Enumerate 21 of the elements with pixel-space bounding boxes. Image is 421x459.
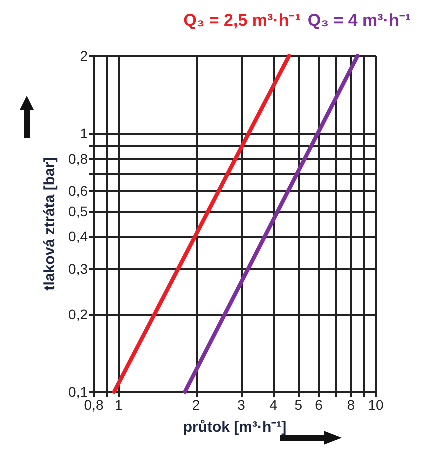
series-label: Q₃ = 2,5 m³·h⁻¹ bbox=[184, 11, 302, 30]
x-tick-label: 10 bbox=[368, 397, 384, 413]
x-tick-label: 3 bbox=[238, 397, 246, 413]
x-tick-label: 2 bbox=[192, 397, 200, 413]
y-tick-label: 0,1 bbox=[68, 384, 88, 400]
x-tick-label: 4 bbox=[270, 397, 278, 413]
y-tick-label: 2 bbox=[80, 48, 88, 64]
y-tick-label: 0,6 bbox=[68, 183, 88, 200]
x-tick-label: 6 bbox=[315, 397, 324, 413]
y-tick-label: 0,2 bbox=[68, 306, 88, 322]
x-axis-title: průtok [m³·h⁻¹] bbox=[183, 419, 287, 436]
y-tick-label: 0,5 bbox=[68, 203, 88, 220]
x-tick-label: 1 bbox=[115, 397, 124, 413]
y-tick-label: 1 bbox=[80, 126, 88, 142]
text: Q₃ = 4 m³·h⁻¹ bbox=[308, 11, 412, 30]
y-tick-label: 0,4 bbox=[68, 228, 88, 245]
y-axis-title: tlaková ztráta [bar] bbox=[42, 157, 59, 291]
x-tick-label: 8 bbox=[347, 397, 356, 413]
y-tick-label: 0,8 bbox=[68, 150, 88, 167]
y-tick-label: 0,3 bbox=[68, 260, 88, 277]
x-tick-label: 5 bbox=[294, 397, 303, 413]
